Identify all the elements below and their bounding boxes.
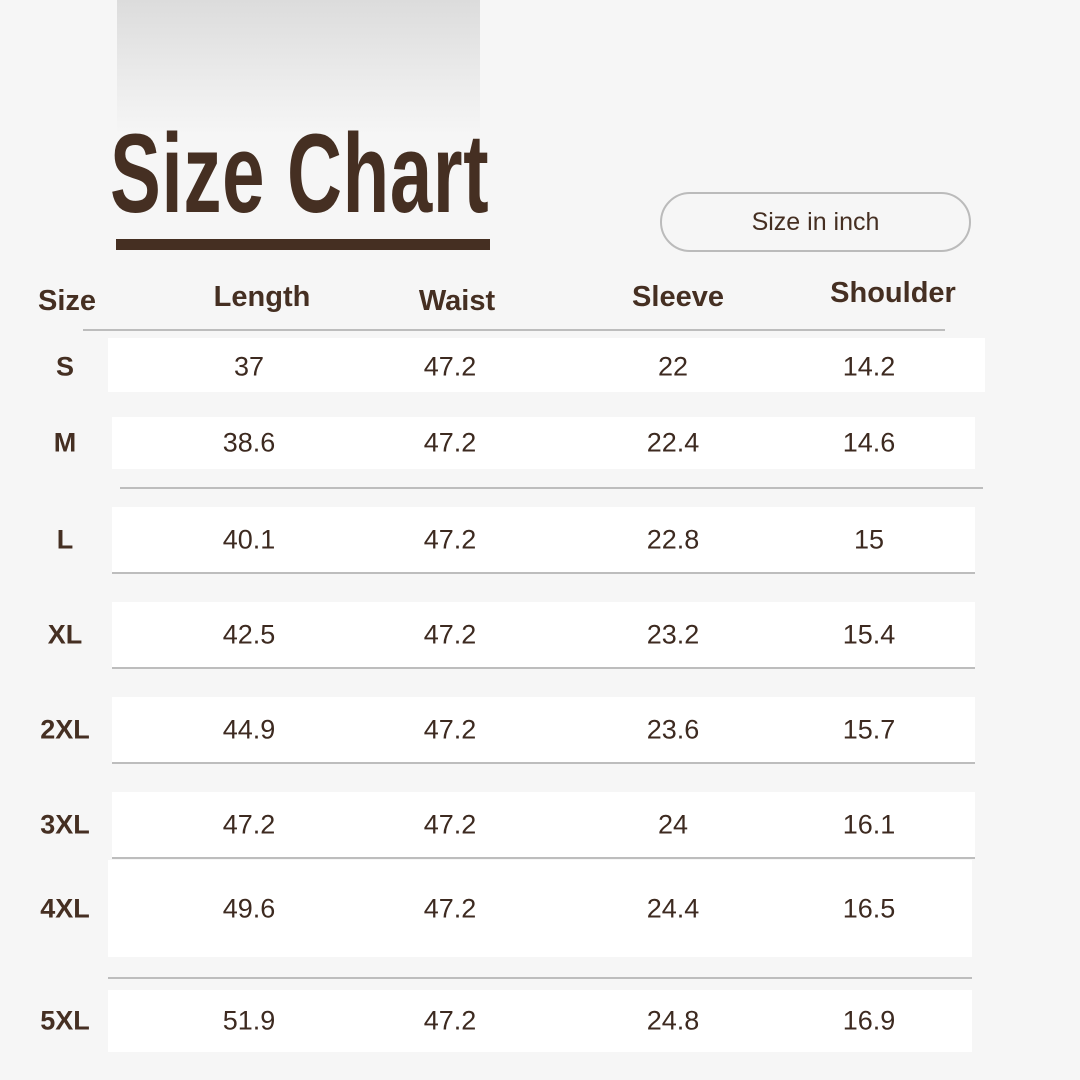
shoulder-cell: 15.7 [842, 714, 896, 744]
size-label: L [56, 524, 74, 554]
size-label: 4XL [40, 893, 90, 923]
table-row [112, 417, 975, 469]
waist-cell: 47.2 [423, 1005, 477, 1036]
row-divider [112, 857, 975, 859]
unit-badge: Size in inch [660, 192, 971, 252]
waist-cell: 47.2 [423, 714, 477, 744]
sleeve-cell: 24.8 [646, 1005, 700, 1036]
table-row [108, 990, 972, 1052]
header-shoulder: Shoulder [830, 277, 956, 309]
length-cell: 51.9 [222, 1005, 276, 1036]
sleeve-cell: 22.4 [646, 427, 700, 458]
size-label: M [53, 427, 77, 458]
length-cell: 44.9 [222, 714, 276, 744]
size-label: 2XL [40, 714, 90, 744]
shoulder-cell: 14.6 [842, 427, 896, 458]
waist-cell: 47.2 [423, 351, 477, 382]
size-label: 5XL [40, 1005, 90, 1036]
table-row [108, 860, 972, 957]
header-sleeve: Sleeve [632, 281, 724, 313]
row-divider [120, 487, 983, 489]
table-row [112, 507, 975, 572]
sleeve-cell: 24 [657, 809, 689, 839]
size-label: XL [47, 619, 83, 649]
unit-label: Size in inch [751, 207, 880, 236]
sleeve-cell: 23.2 [646, 619, 700, 649]
header-divider [83, 329, 945, 331]
shoulder-cell: 14.2 [842, 351, 896, 382]
header-size: Size [37, 285, 97, 317]
length-cell: 40.1 [222, 524, 276, 554]
waist-cell: 47.2 [423, 427, 477, 458]
table-row [112, 697, 975, 762]
sleeve-cell: 22 [657, 351, 689, 382]
title-underline [116, 239, 490, 250]
table-row [108, 338, 985, 392]
length-cell: 38.6 [222, 427, 276, 458]
sleeve-cell: 24.4 [646, 893, 700, 923]
sleeve-cell: 23.6 [646, 714, 700, 744]
shoulder-cell: 16.1 [842, 809, 896, 839]
table-row [112, 602, 975, 667]
table-row [112, 792, 975, 857]
sleeve-cell: 22.8 [646, 524, 700, 554]
length-cell: 42.5 [222, 619, 276, 649]
shoulder-cell: 16.5 [842, 893, 896, 923]
length-cell: 47.2 [222, 809, 276, 839]
shoulder-cell: 15 [853, 524, 885, 554]
row-divider [112, 572, 975, 574]
waist-cell: 47.2 [423, 524, 477, 554]
size-label: S [55, 351, 75, 382]
header-length: Length [213, 281, 311, 313]
row-divider [112, 667, 975, 669]
waist-cell: 47.2 [423, 809, 477, 839]
length-cell: 37 [233, 351, 265, 382]
size-label: 3XL [40, 809, 90, 839]
header-gradient [117, 0, 480, 135]
shoulder-cell: 15.4 [842, 619, 896, 649]
row-divider [108, 977, 972, 979]
row-divider [112, 762, 975, 764]
header-waist: Waist [418, 285, 496, 317]
length-cell: 49.6 [222, 893, 276, 923]
waist-cell: 47.2 [423, 893, 477, 923]
shoulder-cell: 16.9 [842, 1005, 896, 1036]
waist-cell: 47.2 [423, 619, 477, 649]
page-title: Size Chart [110, 111, 490, 236]
